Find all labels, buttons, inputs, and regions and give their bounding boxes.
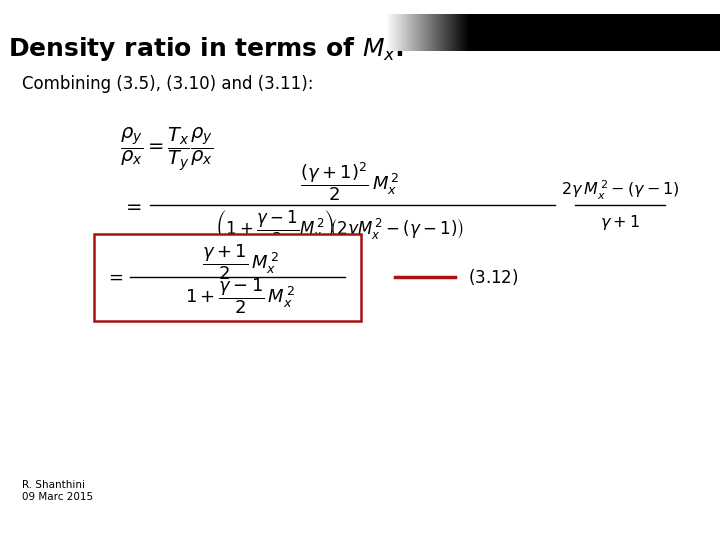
Text: $=$: $=$ [105,268,124,286]
Text: $\gamma+1$: $\gamma+1$ [600,213,640,232]
Text: $2\gamma\, M_x^{\,2}-(\gamma-1)$: $2\gamma\, M_x^{\,2}-(\gamma-1)$ [561,178,680,201]
Text: R. Shanthini: R. Shanthini [22,480,85,490]
Text: $\dfrac{(\gamma+1)^2}{2}\,M_x^{\,2}$: $\dfrac{(\gamma+1)^2}{2}\,M_x^{\,2}$ [300,160,400,204]
Text: 09 Marc 2015: 09 Marc 2015 [22,492,93,502]
Text: Density ratio in terms of $\mathit{M_x}$:: Density ratio in terms of $\mathit{M_x}$… [8,35,404,63]
Text: Combining (3.5), (3.10) and (3.11):: Combining (3.5), (3.10) and (3.11): [22,75,313,93]
FancyBboxPatch shape [94,234,361,321]
Text: $1+\dfrac{\gamma-1}{2}\,M_x^{\,2}$: $1+\dfrac{\gamma-1}{2}\,M_x^{\,2}$ [185,276,295,316]
Text: $\left(1+\dfrac{\gamma-1}{2}M_x^{\,2}\right)\!\!\left(2\gamma M_x^{\,2}-(\gamma-: $\left(1+\dfrac{\gamma-1}{2}M_x^{\,2}\ri… [215,208,464,248]
Text: $\dfrac{\gamma+1}{2}\,M_x^{\,2}$: $\dfrac{\gamma+1}{2}\,M_x^{\,2}$ [202,242,279,282]
Text: $=$: $=$ [122,195,142,214]
Text: $(3.12)$: $(3.12)$ [468,267,518,287]
Text: $\dfrac{\rho_y}{\rho_x} = \dfrac{T_x}{T_y}\dfrac{\rho_y}{\rho_x}$: $\dfrac{\rho_y}{\rho_x} = \dfrac{T_x}{T_… [120,125,213,173]
